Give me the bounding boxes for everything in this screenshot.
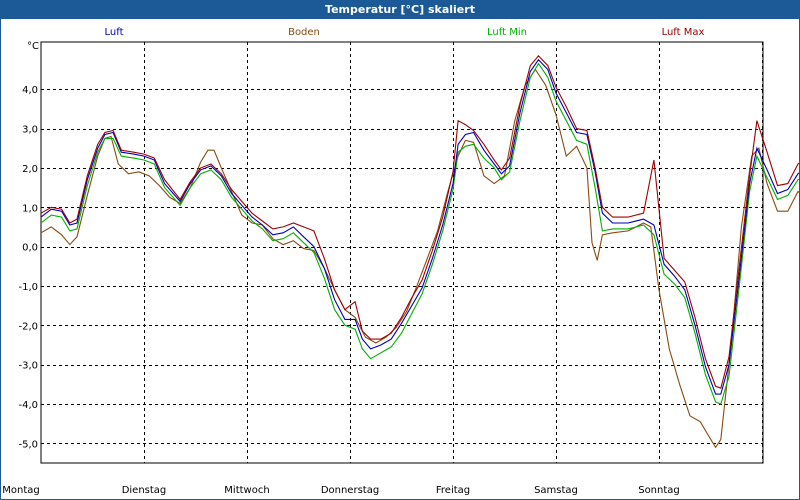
y-tick-label: 4,0 bbox=[22, 85, 38, 96]
series-line-luft-max bbox=[40, 54, 799, 389]
legend-entry: Boden bbox=[288, 27, 320, 38]
legend-entry: Luft Max bbox=[662, 27, 705, 38]
x-day-name: Freitag bbox=[436, 485, 470, 496]
y-axis-ticks: 4,0 3,0 2,0 1,0 0,0 -1,0 -2,0 -3,0 -4,0 -5,0 bbox=[18, 85, 38, 450]
x-day-name: Montag bbox=[2, 485, 39, 496]
y-tick-label: 3,0 bbox=[22, 125, 38, 136]
y-tick-label: -1,0 bbox=[18, 282, 38, 293]
series-line-luft-min bbox=[40, 62, 799, 405]
window-title: Temperatur [°C] skaliert bbox=[1, 1, 799, 19]
x-day-name: Samstag bbox=[534, 485, 578, 496]
legend-entry: Luft bbox=[105, 27, 124, 38]
legend-entry: Luft Min bbox=[487, 27, 527, 38]
y-tick-label: 0,0 bbox=[22, 243, 38, 254]
legend: Luft Boden Luft Min Luft Max bbox=[105, 27, 705, 38]
y-axis-label: °C bbox=[27, 41, 39, 52]
x-day-name: Donnerstag bbox=[321, 485, 379, 496]
series-line-boden bbox=[40, 68, 799, 449]
y-tick-label: 1,0 bbox=[22, 203, 38, 214]
x-day-name: Mittwoch bbox=[224, 485, 269, 496]
y-tick-label: -5,0 bbox=[18, 439, 38, 450]
grid-lines bbox=[41, 42, 763, 463]
y-tick-label: -4,0 bbox=[18, 400, 38, 411]
x-day-name: Dienstag bbox=[122, 485, 167, 496]
series-lines bbox=[40, 54, 799, 449]
plot-area bbox=[40, 41, 764, 464]
y-tick-label: 2,0 bbox=[22, 164, 38, 175]
x-axis-day-labels: Montag23.01.23Dienstag24.01.23Mittwoch25… bbox=[2, 485, 680, 496]
series-line-luft bbox=[40, 58, 799, 395]
y-tick-label: -2,0 bbox=[18, 321, 38, 332]
x-day-name: Sonntag bbox=[638, 485, 680, 496]
temperature-chart: 4,0 3,0 2,0 1,0 0,0 -1,0 -2,0 -3,0 -4,0 -5,0 °C L… bbox=[2, 27, 799, 496]
y-tick-label: -3,0 bbox=[18, 361, 38, 372]
